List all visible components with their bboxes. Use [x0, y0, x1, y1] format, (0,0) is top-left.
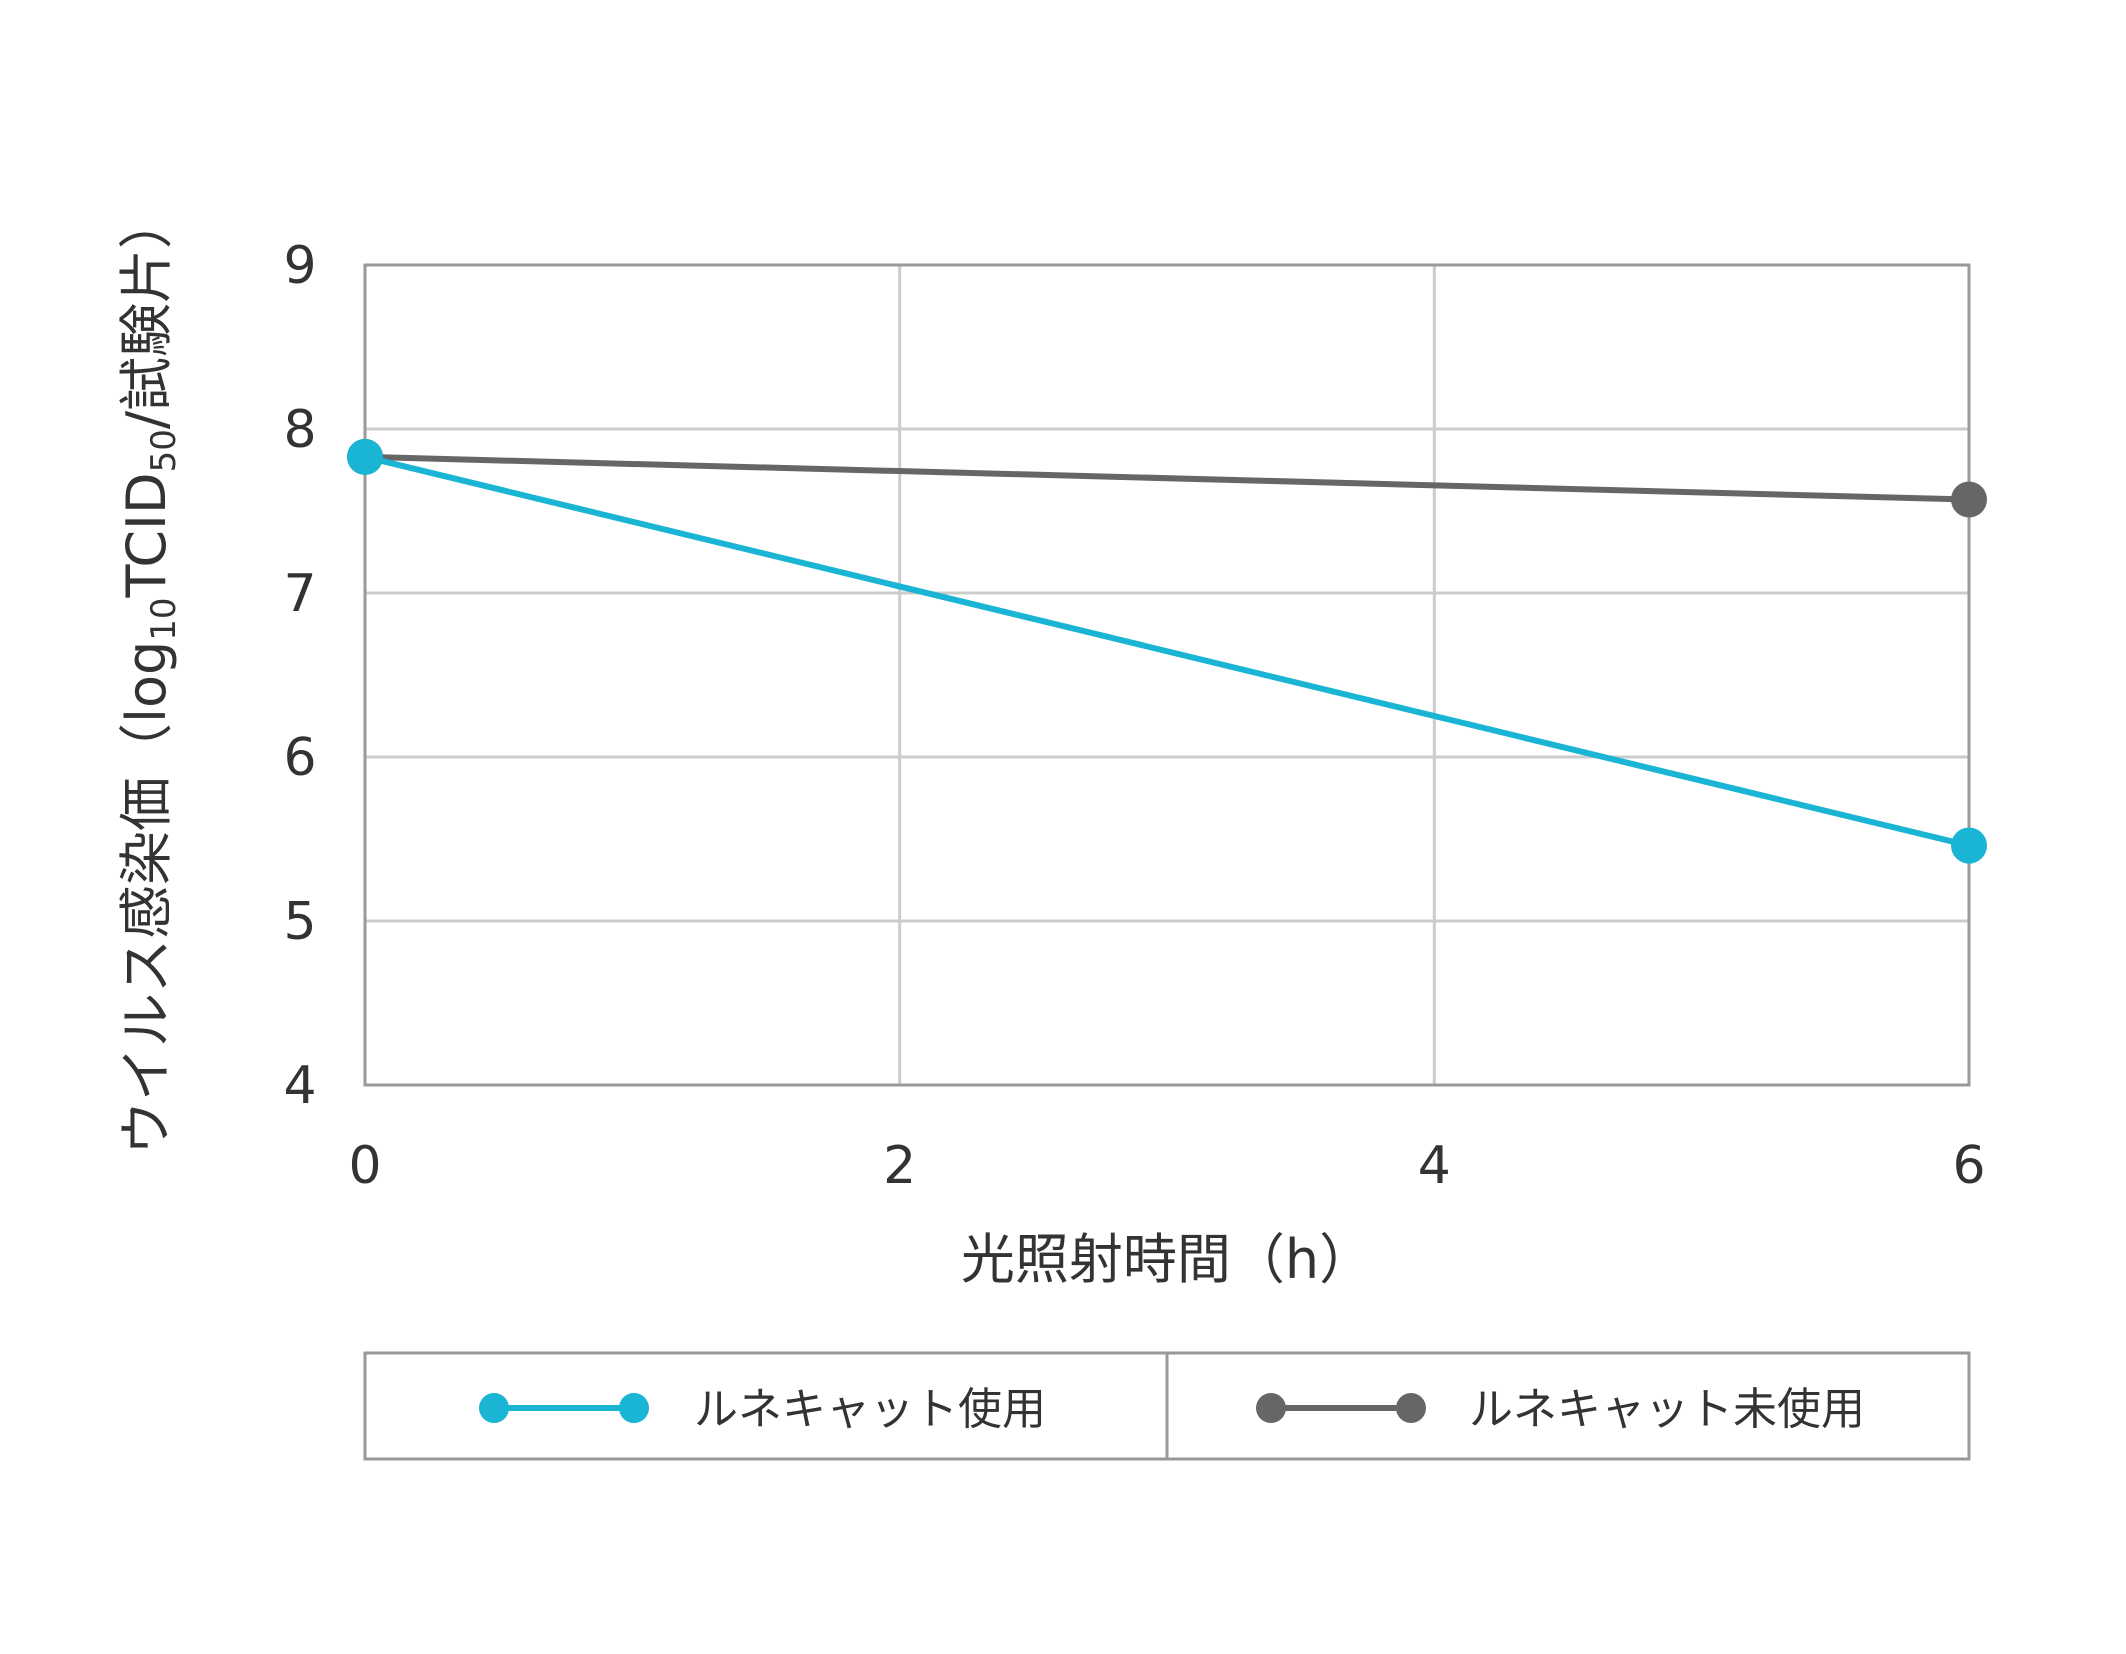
y-tick-label: 5: [283, 892, 316, 952]
y-axis-title-subscript-1: 10: [144, 597, 184, 640]
y-axis-title-part3: /試験片）: [115, 195, 178, 429]
data-point: [1951, 481, 1987, 518]
legend-point-marker: [1396, 1393, 1426, 1423]
plot-frame: [363, 263, 1971, 1087]
series-points: [347, 438, 1987, 864]
y-tick-label: 6: [283, 728, 316, 788]
y-tick-labels: 4 5 6 7 8 9: [283, 236, 316, 1116]
legend-item-renecat-used: ルネキャット使用: [479, 1384, 1046, 1435]
series-line: [364, 453, 1970, 849]
y-tick-label: 4: [283, 1056, 316, 1116]
legend-item-renecat-unused: ルネキャット未使用: [1256, 1384, 1865, 1435]
legend: ルネキャット使用 ルネキャット未使用: [363, 1351, 1971, 1461]
x-tick-labels: 0 2 4 6: [348, 1136, 1985, 1196]
y-axis-title-part1: ウイルス感染価（log: [115, 641, 178, 1155]
series-lines: [364, 453, 1970, 849]
data-point: [1951, 827, 1987, 864]
legend-point-marker: [619, 1393, 649, 1423]
y-tick-label: 8: [283, 400, 316, 460]
x-tick-label: 2: [883, 1136, 916, 1196]
y-axis-title: ウイルス感染価（log10TCID50/試験片）: [115, 195, 184, 1155]
grid-lines: [363, 263, 1971, 1087]
y-axis-title-part2: TCID: [115, 472, 178, 598]
x-tick-label: 4: [1418, 1136, 1451, 1196]
legend-point-marker: [1256, 1393, 1286, 1423]
y-tick-label: 9: [283, 236, 316, 296]
legend-point-marker: [479, 1393, 509, 1423]
legend-label: ルネキャット使用: [694, 1384, 1046, 1435]
x-tick-label: 6: [1952, 1136, 1985, 1196]
series-line: [364, 453, 1970, 503]
x-tick-label: 0: [348, 1136, 381, 1196]
data-point: [347, 438, 383, 475]
y-tick-label: 7: [283, 564, 316, 624]
y-axis-title-subscript-2: 50: [144, 429, 184, 472]
x-axis-title: 光照射時間（h）: [961, 1228, 1373, 1291]
legend-label: ルネキャット未使用: [1469, 1384, 1865, 1435]
